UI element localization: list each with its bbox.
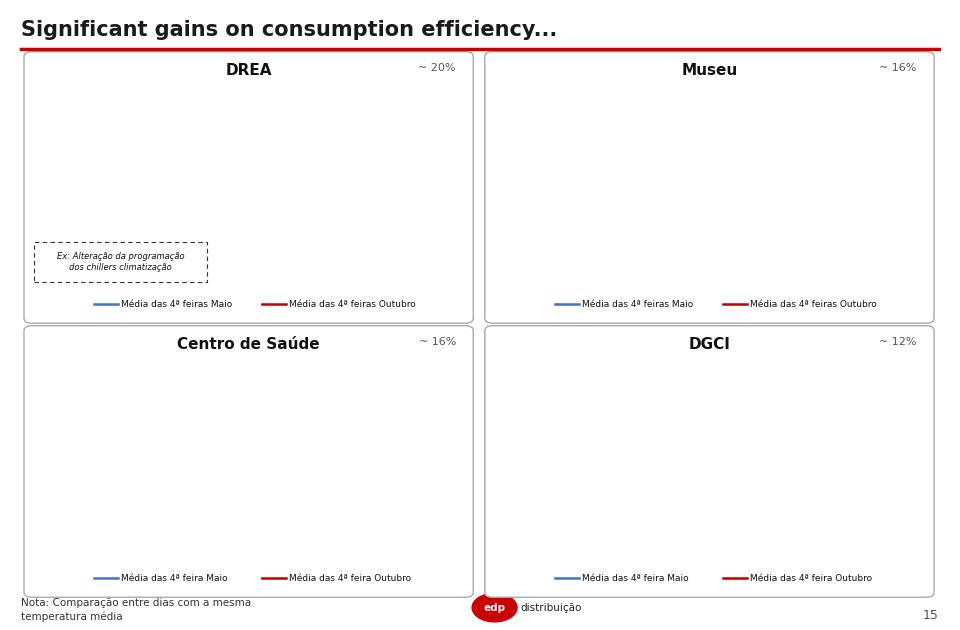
Text: ~ 16%: ~ 16%: [879, 63, 917, 73]
Text: 15: 15: [923, 609, 939, 622]
Text: Média das 4ª feiras Maio: Média das 4ª feiras Maio: [121, 300, 232, 309]
Y-axis label: kW: kW: [62, 433, 72, 449]
Text: Ex: Alteração da programação
dos chillers climatização: Ex: Alteração da programação dos chiller…: [57, 253, 184, 272]
Ellipse shape: [472, 593, 517, 622]
Text: ~ 12%: ~ 12%: [879, 337, 917, 347]
X-axis label: Horas: Horas: [710, 551, 745, 561]
Text: Média das 4ª feira Maio: Média das 4ª feira Maio: [582, 574, 688, 583]
Text: DGCI: DGCI: [688, 337, 731, 352]
Text: Média das 4ª feira Outubro: Média das 4ª feira Outubro: [289, 574, 411, 583]
Text: Média das 4ª feiras Outubro: Média das 4ª feiras Outubro: [750, 300, 876, 309]
Text: Média das 4ª feiras Maio: Média das 4ª feiras Maio: [582, 300, 693, 309]
Text: ~ 16%: ~ 16%: [419, 337, 456, 347]
X-axis label: Horas: Horas: [710, 280, 745, 290]
Y-axis label: kW: kW: [523, 433, 533, 449]
Text: Média das 4ª feira Maio: Média das 4ª feira Maio: [121, 574, 228, 583]
Text: edp: edp: [484, 603, 506, 612]
Y-axis label: kW: kW: [57, 162, 66, 178]
X-axis label: Horas: Horas: [250, 551, 284, 561]
Text: Centro de Saúde: Centro de Saúde: [178, 337, 320, 352]
Text: ~ 20%: ~ 20%: [419, 63, 456, 73]
Text: Nota: Comparação entre dias com a mesma
temperatura média: Nota: Comparação entre dias com a mesma …: [21, 598, 252, 622]
X-axis label: Horas: Horas: [250, 280, 284, 290]
Text: Média das 4ª feira Outubro: Média das 4ª feira Outubro: [750, 574, 872, 583]
Text: distribuição: distribuição: [520, 603, 582, 612]
Text: Significant gains on consumption efficiency...: Significant gains on consumption efficie…: [21, 20, 558, 40]
Text: Museu: Museu: [682, 63, 737, 78]
Text: DREA: DREA: [226, 63, 272, 78]
Text: Média das 4ª feiras Outubro: Média das 4ª feiras Outubro: [289, 300, 416, 309]
Y-axis label: kW: kW: [523, 162, 533, 178]
